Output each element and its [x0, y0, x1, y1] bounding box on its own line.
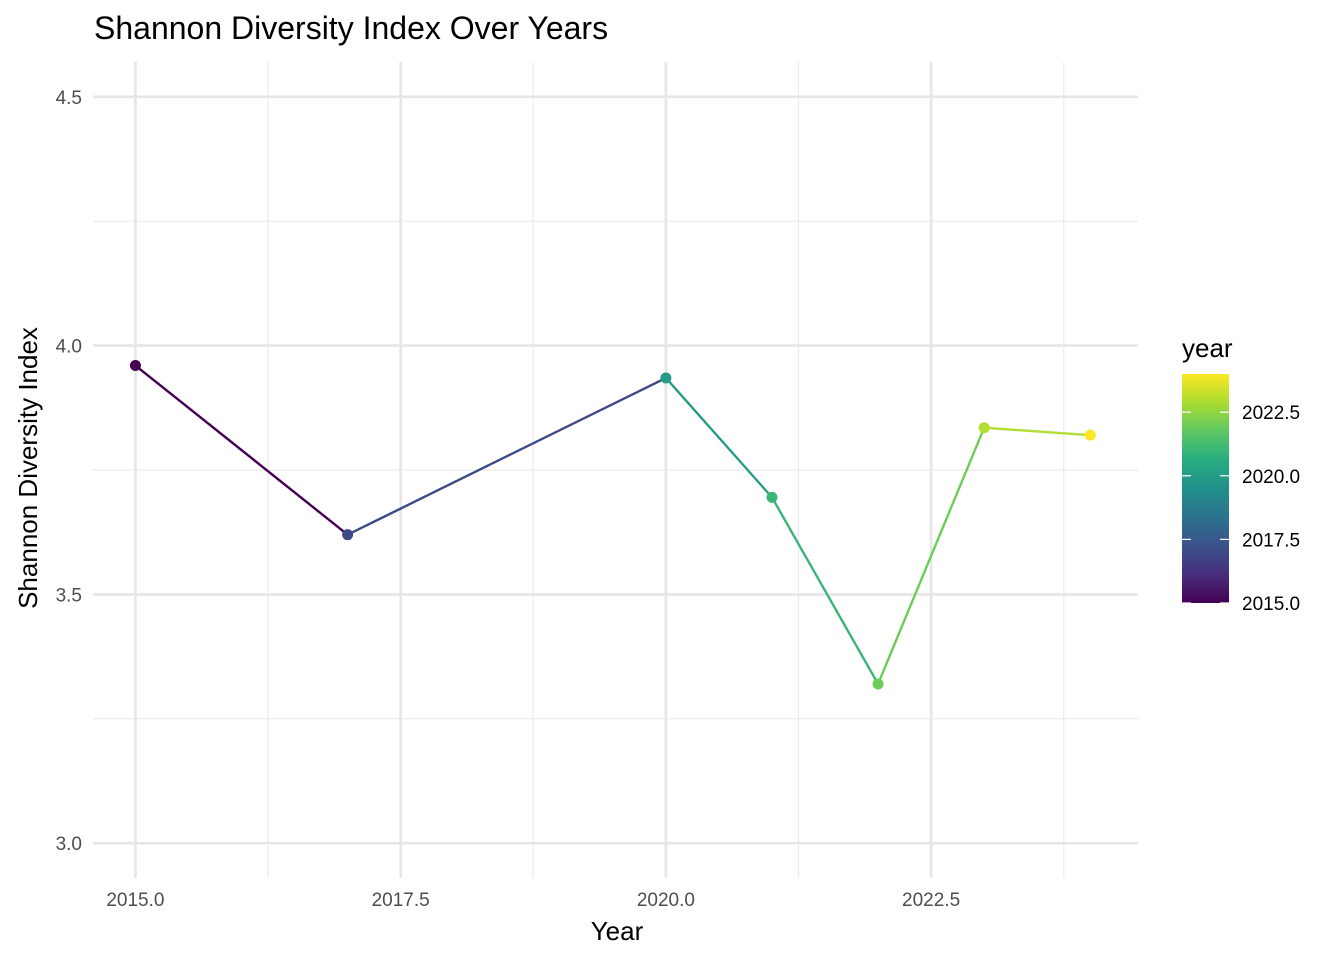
y-tick-label: 4.5	[56, 88, 82, 109]
major-gridlines	[93, 62, 1138, 878]
data-point	[1084, 429, 1096, 441]
x-tick-label: 2020.0	[637, 890, 695, 911]
data-point	[978, 422, 990, 434]
data-point	[766, 491, 778, 503]
legend-tick-label: 2020.0	[1242, 467, 1300, 488]
line-segment	[664, 376, 774, 499]
series-points	[129, 360, 1096, 690]
data-point	[342, 529, 354, 541]
line-segment	[346, 376, 668, 536]
y-axis-title: Shannon Diversity Index	[13, 327, 43, 609]
series-line	[134, 364, 1092, 686]
x-axis-ticks: 2015.0 2017.5 2020.0 2022.5	[106, 890, 960, 911]
x-tick-label: 2022.5	[902, 890, 960, 911]
y-tick-label: 3.0	[56, 834, 82, 855]
color-legend: year 2015.0 2017.5 2020.0 2022.5	[1182, 333, 1300, 615]
y-tick-label: 3.5	[56, 585, 82, 606]
line-segment	[134, 364, 349, 536]
data-point	[872, 678, 884, 690]
legend-title: year	[1182, 333, 1233, 363]
x-tick-label: 2017.5	[372, 890, 430, 911]
legend-tick-label: 2017.5	[1242, 530, 1300, 551]
legend-ticks: 2015.0 2017.5 2020.0 2022.5	[1182, 403, 1300, 615]
line-segment	[770, 496, 880, 686]
data-point	[660, 372, 672, 384]
legend-colorbar	[1182, 374, 1229, 603]
line-segment	[876, 426, 986, 686]
line-segment	[982, 426, 1092, 437]
chart-title: Shannon Diversity Index Over Years	[94, 10, 608, 46]
legend-tick-label: 2022.5	[1242, 403, 1300, 424]
x-axis-title: Year	[591, 916, 644, 946]
x-tick-label: 2015.0	[106, 890, 164, 911]
minor-gridlines	[93, 62, 1138, 878]
y-tick-label: 4.0	[56, 337, 82, 358]
data-point	[129, 360, 141, 372]
legend-tick-label: 2015.0	[1242, 594, 1300, 615]
y-axis-ticks: 3.0 3.5 4.0 4.5	[56, 88, 82, 855]
